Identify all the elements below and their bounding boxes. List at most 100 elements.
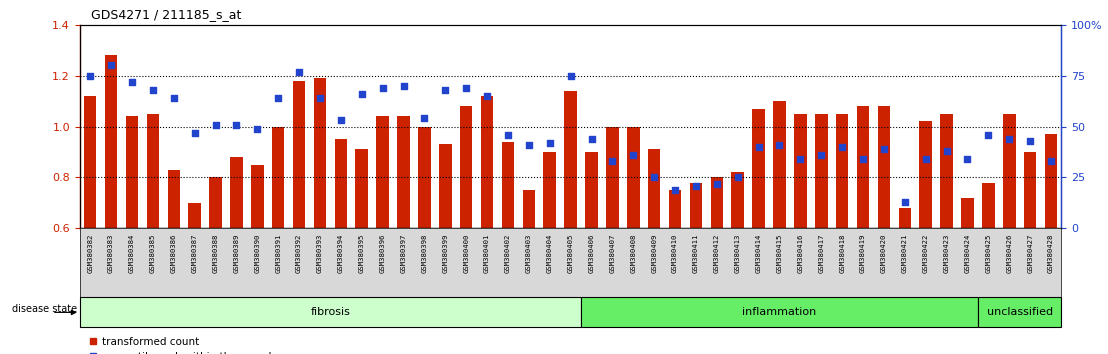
Text: GSM380402: GSM380402 xyxy=(505,234,511,273)
Bar xyxy=(899,208,911,228)
Text: GSM380392: GSM380392 xyxy=(296,234,302,273)
Text: GSM380394: GSM380394 xyxy=(338,234,343,273)
Bar xyxy=(314,78,326,228)
Bar xyxy=(188,203,201,228)
Text: GSM380421: GSM380421 xyxy=(902,234,907,273)
Bar xyxy=(543,152,556,228)
Text: GSM380418: GSM380418 xyxy=(839,234,845,273)
Point xyxy=(102,63,120,68)
Point xyxy=(186,130,204,136)
Bar xyxy=(439,144,452,228)
Text: GSM380400: GSM380400 xyxy=(463,234,469,273)
Text: GSM380405: GSM380405 xyxy=(567,234,574,273)
Point xyxy=(708,181,726,187)
Bar xyxy=(167,170,179,228)
Bar xyxy=(710,177,724,228)
Point xyxy=(916,156,934,162)
Text: GSM380397: GSM380397 xyxy=(400,234,407,273)
Bar xyxy=(941,114,953,228)
Point xyxy=(958,156,976,162)
Point xyxy=(144,87,162,93)
Text: GSM380396: GSM380396 xyxy=(380,234,386,273)
Text: GSM380391: GSM380391 xyxy=(275,234,281,273)
Point xyxy=(479,93,496,99)
Point xyxy=(896,199,914,205)
Text: GSM380384: GSM380384 xyxy=(129,234,135,273)
Bar xyxy=(125,116,138,228)
Point xyxy=(979,132,997,138)
Text: GSM380424: GSM380424 xyxy=(964,234,971,273)
Bar xyxy=(356,149,368,228)
Point xyxy=(437,87,454,93)
Point xyxy=(311,95,329,101)
Bar xyxy=(669,190,681,228)
Legend: transformed count, percentile rank within the sample: transformed count, percentile rank withi… xyxy=(85,333,281,354)
Text: GSM380403: GSM380403 xyxy=(526,234,532,273)
Text: GSM380410: GSM380410 xyxy=(673,234,678,273)
Bar xyxy=(815,114,828,228)
Text: GSM380383: GSM380383 xyxy=(109,234,114,273)
Point xyxy=(352,91,370,97)
Text: fibrosis: fibrosis xyxy=(310,307,350,318)
Text: inflammation: inflammation xyxy=(742,307,817,318)
Point xyxy=(81,73,99,79)
Point xyxy=(290,69,308,74)
Point xyxy=(123,79,141,85)
Bar xyxy=(1003,114,1016,228)
Bar xyxy=(293,81,306,228)
Bar xyxy=(377,116,389,228)
Bar xyxy=(835,114,849,228)
Bar xyxy=(856,106,870,228)
Point xyxy=(687,183,705,188)
Point xyxy=(227,122,245,127)
Bar xyxy=(962,198,974,228)
Bar xyxy=(731,172,743,228)
Point xyxy=(165,95,183,101)
Text: GDS4271 / 211185_s_at: GDS4271 / 211185_s_at xyxy=(91,8,242,21)
Point xyxy=(854,156,872,162)
Text: GSM380413: GSM380413 xyxy=(735,234,741,273)
Bar xyxy=(689,183,702,228)
Point xyxy=(541,140,558,146)
Bar xyxy=(84,96,96,228)
Point xyxy=(207,122,225,127)
Bar xyxy=(105,55,117,228)
Text: GSM380411: GSM380411 xyxy=(692,234,699,273)
Text: GSM380404: GSM380404 xyxy=(546,234,553,273)
Bar xyxy=(418,127,431,228)
Point xyxy=(499,132,516,138)
Text: GSM380408: GSM380408 xyxy=(630,234,636,273)
Bar xyxy=(878,106,890,228)
Bar xyxy=(502,142,514,228)
Text: GSM380415: GSM380415 xyxy=(777,234,782,273)
Text: GSM380390: GSM380390 xyxy=(255,234,260,273)
Text: GSM380401: GSM380401 xyxy=(484,234,490,273)
Text: GSM380419: GSM380419 xyxy=(860,234,866,273)
Text: GSM380428: GSM380428 xyxy=(1048,234,1054,273)
Text: GSM380406: GSM380406 xyxy=(588,234,595,273)
Text: unclassified: unclassified xyxy=(986,307,1053,318)
Text: GSM380427: GSM380427 xyxy=(1027,234,1033,273)
Text: GSM380417: GSM380417 xyxy=(819,234,824,273)
Bar xyxy=(920,121,932,228)
Bar xyxy=(982,183,995,228)
Point xyxy=(332,118,350,123)
Point xyxy=(729,175,747,180)
Point xyxy=(373,85,391,91)
Bar xyxy=(794,114,807,228)
Point xyxy=(666,187,684,193)
Point xyxy=(750,144,768,150)
Point xyxy=(833,144,851,150)
Text: GSM380386: GSM380386 xyxy=(171,234,177,273)
Point xyxy=(645,175,663,180)
Point xyxy=(562,73,579,79)
Point xyxy=(625,152,643,158)
Point xyxy=(416,115,433,121)
Bar xyxy=(335,139,347,228)
Point xyxy=(520,142,537,148)
Text: GSM380382: GSM380382 xyxy=(88,234,93,273)
Bar xyxy=(252,165,264,228)
Text: GSM380407: GSM380407 xyxy=(609,234,615,273)
Point xyxy=(394,83,412,89)
Text: GSM380423: GSM380423 xyxy=(944,234,950,273)
